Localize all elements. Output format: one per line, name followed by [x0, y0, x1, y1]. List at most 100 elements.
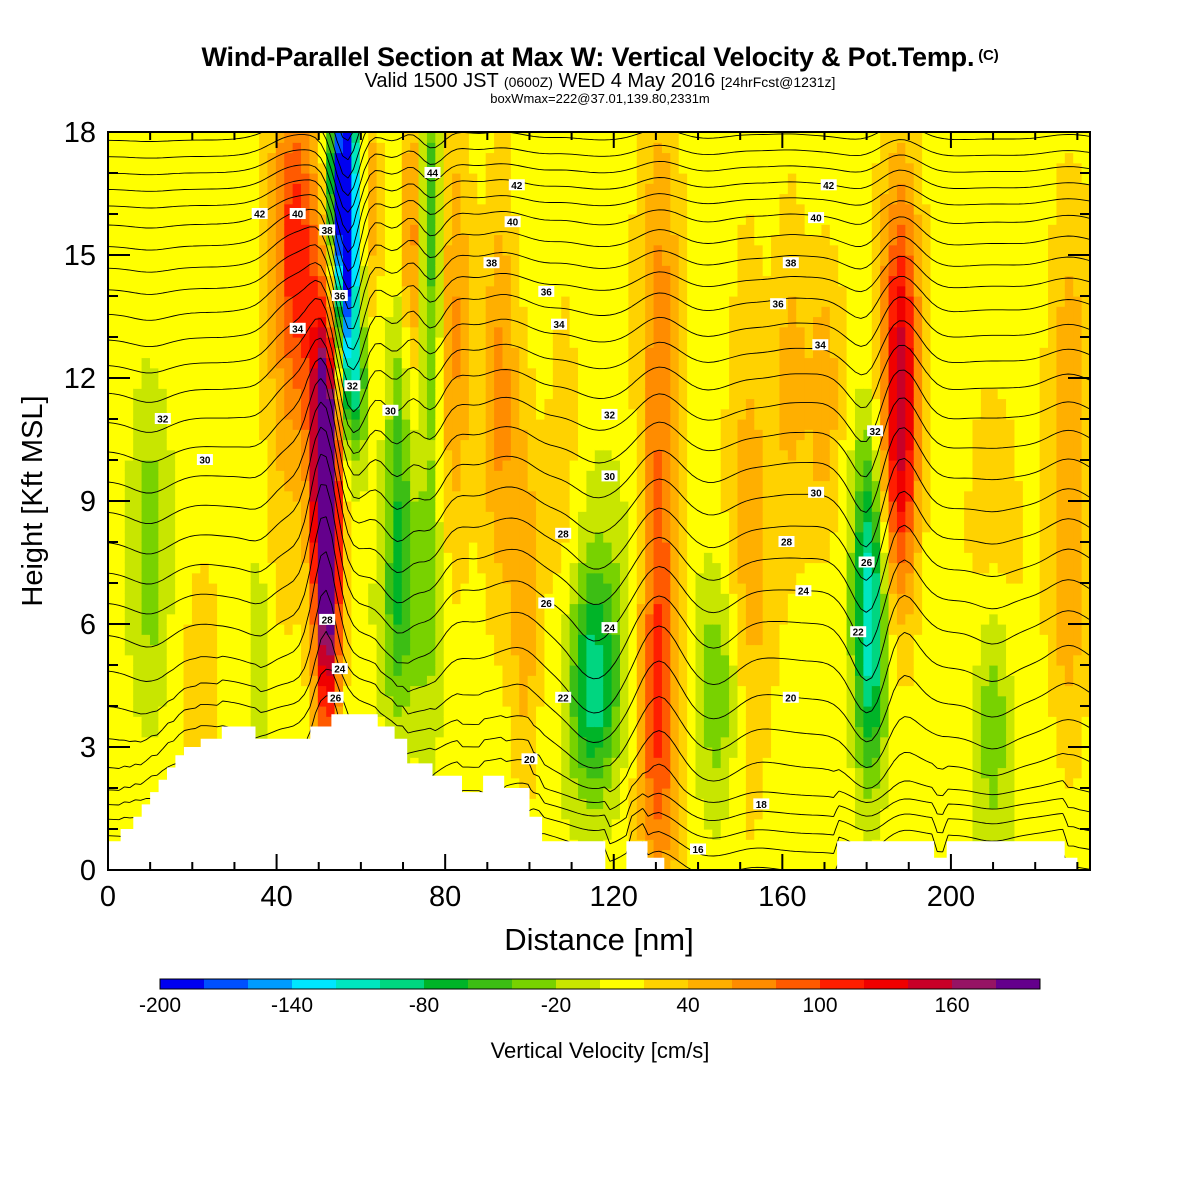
w-cell [292, 152, 302, 164]
w-cell [351, 183, 361, 195]
w-cell [426, 542, 436, 553]
w-cell [468, 183, 478, 195]
w-cell [645, 449, 655, 461]
w-cell [653, 173, 663, 184]
w-cell [578, 326, 588, 338]
w-cell [175, 275, 185, 287]
w-cell [670, 654, 680, 666]
w-cell [586, 316, 596, 328]
w-cell [678, 357, 688, 369]
w-cell [275, 449, 285, 461]
w-cell [233, 460, 243, 471]
w-cell [393, 644, 403, 656]
w-cell [661, 460, 671, 471]
w-cell [653, 562, 663, 574]
w-cell [141, 767, 151, 779]
w-cell [267, 265, 277, 277]
w-cell [628, 449, 638, 461]
w-cell [225, 583, 235, 594]
w-cell [619, 808, 629, 820]
w-cell [536, 460, 546, 471]
w-cell [544, 818, 554, 830]
w-cell [611, 439, 621, 451]
w-cell [166, 234, 176, 246]
w-cell [108, 777, 117, 789]
w-cell [426, 439, 436, 451]
w-cell [368, 531, 378, 543]
w-cell [108, 173, 117, 184]
w-cell [645, 726, 655, 738]
w-cell [653, 777, 663, 789]
w-cell [569, 552, 579, 564]
w-cell [317, 439, 327, 451]
w-cell [384, 449, 394, 461]
w-cell [670, 798, 680, 810]
w-cell [183, 644, 193, 656]
w-cell [141, 644, 151, 656]
w-cell [141, 490, 151, 502]
w-cell [569, 767, 579, 779]
chart-title-text: Wind-Parallel Section at Max W: Vertical… [201, 42, 975, 72]
w-cell [603, 859, 613, 870]
w-cell [619, 265, 629, 277]
w-cell [275, 552, 285, 564]
w-cell [653, 285, 663, 297]
w-cell [376, 214, 386, 225]
w-cell [233, 706, 243, 717]
w-cell [653, 747, 663, 758]
w-cell [628, 829, 638, 840]
w-cell [200, 337, 210, 348]
w-cell [670, 480, 680, 492]
w-cell [384, 644, 394, 656]
w-cell [670, 624, 680, 635]
w-cell [670, 193, 680, 205]
w-cell [259, 572, 269, 584]
w-cell [351, 583, 361, 594]
w-cell [250, 685, 260, 697]
w-cell [485, 275, 495, 287]
w-cell [536, 654, 546, 666]
w-cell [393, 675, 403, 687]
w-cell [309, 255, 319, 266]
w-cell [301, 624, 311, 635]
w-cell [292, 244, 302, 256]
w-cell [149, 777, 159, 789]
w-cell [603, 829, 613, 840]
w-cell [477, 347, 487, 359]
w-cell [678, 162, 688, 174]
w-cell [594, 654, 604, 666]
w-cell [636, 644, 646, 656]
w-cell [519, 367, 529, 379]
w-cell [502, 767, 512, 779]
w-cell [393, 255, 403, 266]
w-cell [359, 224, 369, 236]
w-cell [653, 767, 663, 779]
w-cell [485, 337, 495, 348]
w-cell [645, 624, 655, 635]
w-cell [460, 634, 470, 646]
w-cell [536, 470, 546, 482]
w-cell [418, 132, 428, 143]
w-cell [108, 593, 117, 605]
w-cell [250, 398, 260, 410]
w-cell [636, 173, 646, 184]
w-cell [158, 644, 168, 656]
w-cell [116, 429, 126, 441]
w-cell [670, 767, 680, 779]
w-cell [166, 275, 176, 287]
w-cell [166, 470, 176, 482]
w-cell [527, 531, 537, 543]
w-cell [510, 511, 520, 523]
w-cell [519, 378, 529, 389]
w-cell [275, 624, 285, 635]
w-cell [485, 593, 495, 605]
w-cell [510, 306, 520, 318]
w-cell [611, 193, 621, 205]
w-cell [393, 449, 403, 461]
w-cell [191, 685, 201, 697]
w-cell [166, 706, 176, 717]
w-cell [275, 388, 285, 400]
w-cell [645, 316, 655, 328]
w-cell [636, 480, 646, 492]
w-cell [552, 634, 562, 646]
